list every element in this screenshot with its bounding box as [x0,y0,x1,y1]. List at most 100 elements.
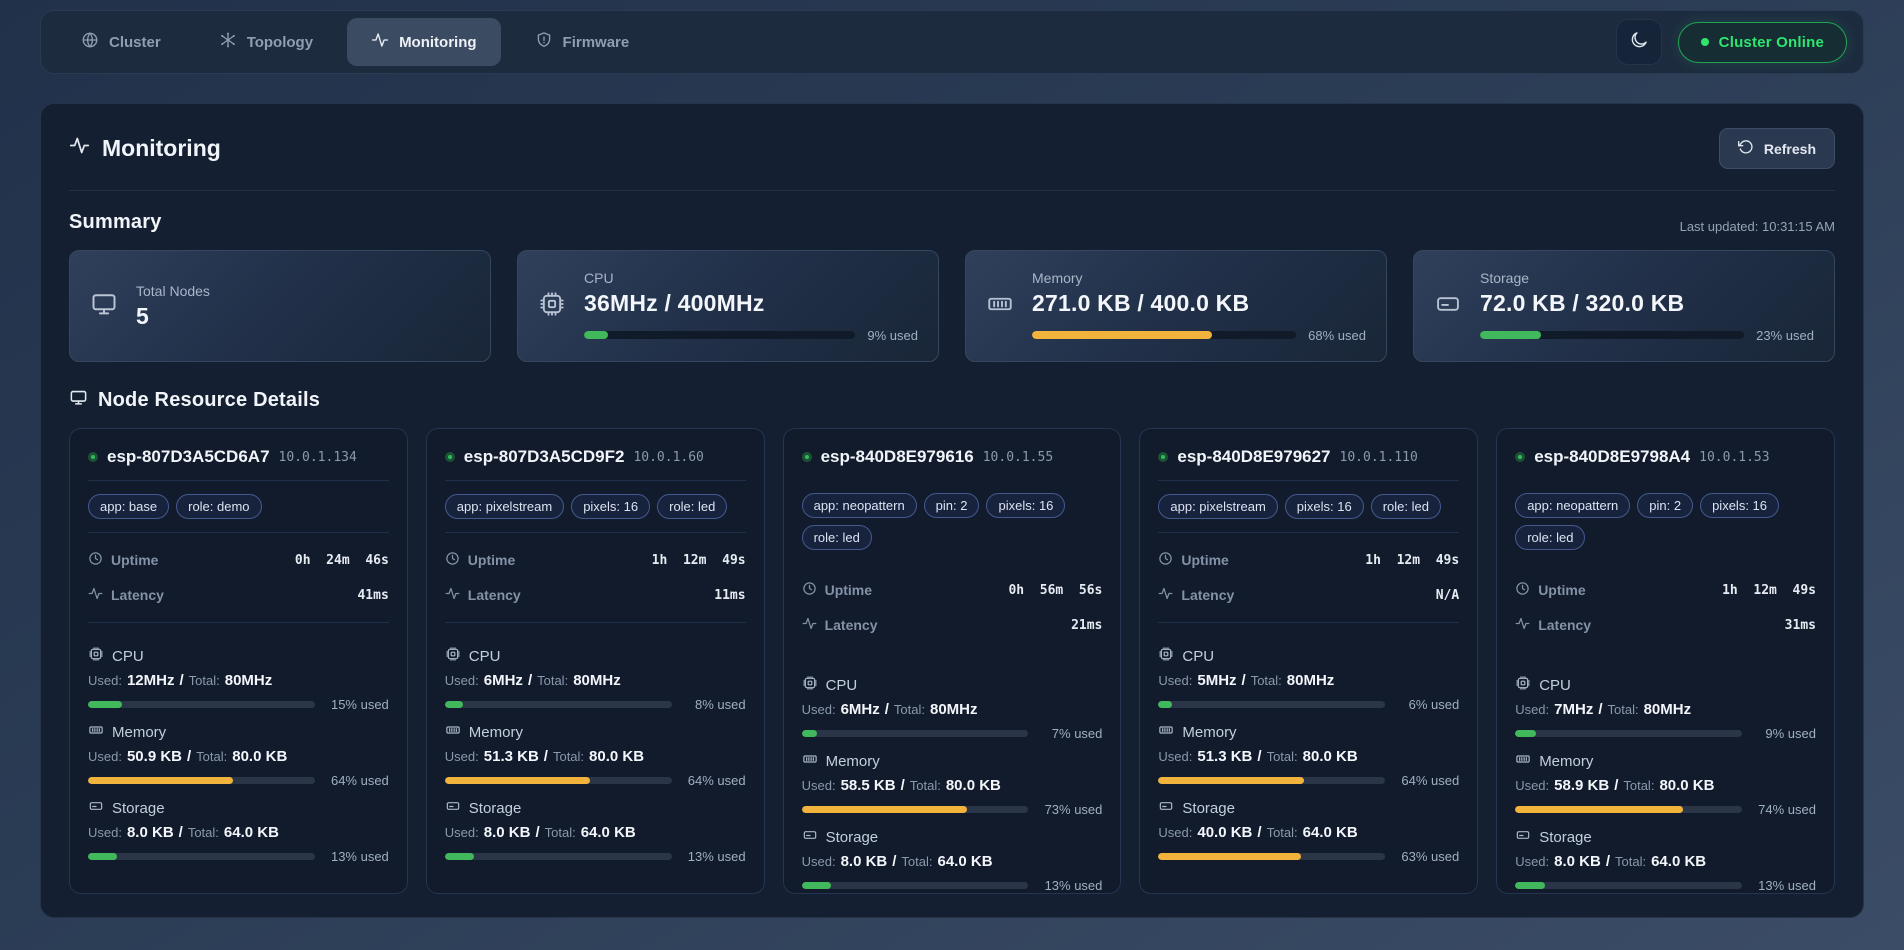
progress-fill [802,806,968,813]
node-tag: pixels: 16 [986,493,1065,518]
latency-label: Latency [468,587,521,603]
memory-icon [445,722,461,742]
storage-values: Used:8.0 KB/Total:64.0 KB [88,824,389,841]
activity-icon [1515,616,1530,634]
cpu-label: CPU [1182,648,1214,665]
progress-track [1158,701,1385,708]
refresh-button[interactable]: Refresh [1719,128,1835,169]
node-tag: role: demo [176,494,261,519]
memory-values: Used:50.9 KB/Total:80.0 KB [88,748,389,765]
tab-cluster[interactable]: Cluster [57,18,185,66]
progress-track [1480,331,1744,339]
percent-used-label: 13% used [327,849,389,864]
node-ip: 10.0.1.134 [279,450,357,465]
progress-fill [1158,853,1301,860]
cpu-values: Used:7MHz/Total:80MHz [1515,701,1816,718]
uptime-value: 1h 12m 49s [1722,583,1816,598]
uptime-value: 0h 24m 46s [295,553,389,568]
tab-firmware[interactable]: Firmware [511,18,654,66]
clock-icon [1515,581,1530,599]
memory-label: Memory [112,724,166,741]
progress-fill [88,853,117,860]
node-header: esp-840D8E9798A4 10.0.1.53 [1515,447,1816,467]
node-latency-row: Latency 41ms [88,586,389,604]
node-storage-block: Storage Used:8.0 KB/Total:64.0 KB 13% us… [88,798,389,864]
tab-monitoring[interactable]: Monitoring [347,18,500,66]
cpu-values: Used:6MHz/Total:80MHz [445,672,746,689]
cpu-values: Used:12MHz/Total:80MHz [88,672,389,689]
node-name: esp-840D8E979627 [1177,447,1330,467]
progress-track [88,777,315,784]
node-latency-row: Latency 11ms [445,586,746,604]
summary-card-total-nodes: Total Nodes 5 [69,250,491,362]
node-name: esp-840D8E9798A4 [1534,447,1690,467]
cpu-label: CPU [469,648,501,665]
node-tag: app: pixelstream [445,494,564,519]
node-memory-block: Memory Used:51.3 KB/Total:80.0 KB 64% us… [445,722,746,788]
memory-label: Memory [469,724,523,741]
percent-used-label: 13% used [684,849,746,864]
percent-used-label: 13% used [1040,878,1102,893]
node-name: esp-840D8E979616 [821,447,974,467]
node-uptime-row: Uptime 1h 12m 49s [445,551,746,569]
node-status-dot-icon [445,452,455,462]
storage-values: Used:8.0 KB/Total:64.0 KB [802,853,1103,870]
progress-track [584,331,855,339]
node-card: esp-840D8E979627 10.0.1.110 app: pixelst… [1139,428,1478,894]
shield-icon [535,31,553,53]
summary-card-storage: Storage 72.0 KB / 320.0 KB 23% used [1413,250,1835,362]
clock-icon [445,551,460,569]
node-memory-block: Memory Used:51.3 KB/Total:80.0 KB 64% us… [1158,722,1459,788]
node-tag: pin: 2 [1637,493,1693,518]
node-cpu-block: CPU Used:6MHz/Total:80MHz 7% used [802,675,1103,741]
node-card: esp-840D8E979616 10.0.1.55 app: neopatte… [783,428,1122,894]
topology-icon [219,31,237,53]
top-nav: Cluster Topology Monitoring Firmware [40,10,1864,74]
clock-icon [802,581,817,599]
percent-used-label: 68% used [1308,328,1366,343]
storage-label: Storage [1539,829,1592,846]
node-storage-block: Storage Used:40.0 KB/Total:64.0 KB 63% u… [1158,798,1459,864]
storage-icon [1515,827,1531,847]
node-status-dot-icon [1158,452,1168,462]
percent-used-label: 13% used [1754,878,1816,893]
tab-label: Firmware [563,34,630,51]
node-tags: app: pixelstreampixels: 16role: led [445,494,746,519]
uptime-label: Uptime [468,552,515,568]
node-tag: pin: 2 [924,493,980,518]
summary-card-cpu: CPU 36MHz / 400MHz 9% used [517,250,939,362]
storage-values: Used:40.0 KB/Total:64.0 KB [1158,824,1459,841]
node-uptime-row: Uptime 0h 56m 56s [802,581,1103,599]
node-memory-block: Memory Used:58.5 KB/Total:80.0 KB 73% us… [802,751,1103,817]
nodes-section-title: Node Resource Details [98,389,320,412]
tab-topology[interactable]: Topology [195,18,337,66]
node-tag: role: led [802,525,872,550]
tab-label: Cluster [109,34,161,51]
cpu-icon [88,646,104,666]
cluster-status-badge[interactable]: Cluster Online [1678,22,1847,63]
uptime-label: Uptime [111,552,158,568]
percent-used-label: 15% used [327,697,389,712]
node-tag: pixels: 16 [571,494,650,519]
activity-icon [371,31,389,53]
node-tags: app: baserole: demo [88,494,389,519]
latency-label: Latency [825,617,878,633]
theme-toggle-button[interactable] [1616,19,1662,65]
node-ip: 10.0.1.60 [633,450,703,465]
percent-used-label: 63% used [1397,849,1459,864]
node-header: esp-807D3A5CD9F2 10.0.1.60 [445,447,746,467]
divider [88,532,389,533]
monitor-icon [69,388,88,412]
node-cpu-block: CPU Used:12MHz/Total:80MHz 15% used [88,646,389,712]
nav-right: Cluster Online [1616,19,1847,65]
summary-grid: Total Nodes 5 CPU 36MHz / 400MHz 9% used [69,250,1835,362]
memory-icon [88,722,104,742]
node-tags: app: neopatternpin: 2pixels: 16role: led [802,493,1103,550]
percent-used-label: 64% used [327,773,389,788]
node-memory-block: Memory Used:50.9 KB/Total:80.0 KB 64% us… [88,722,389,788]
cpu-icon [802,675,818,695]
latency-value: N/A [1436,588,1459,603]
page-title: Monitoring [69,135,221,162]
memory-label: Memory [1182,724,1236,741]
activity-icon [802,616,817,634]
